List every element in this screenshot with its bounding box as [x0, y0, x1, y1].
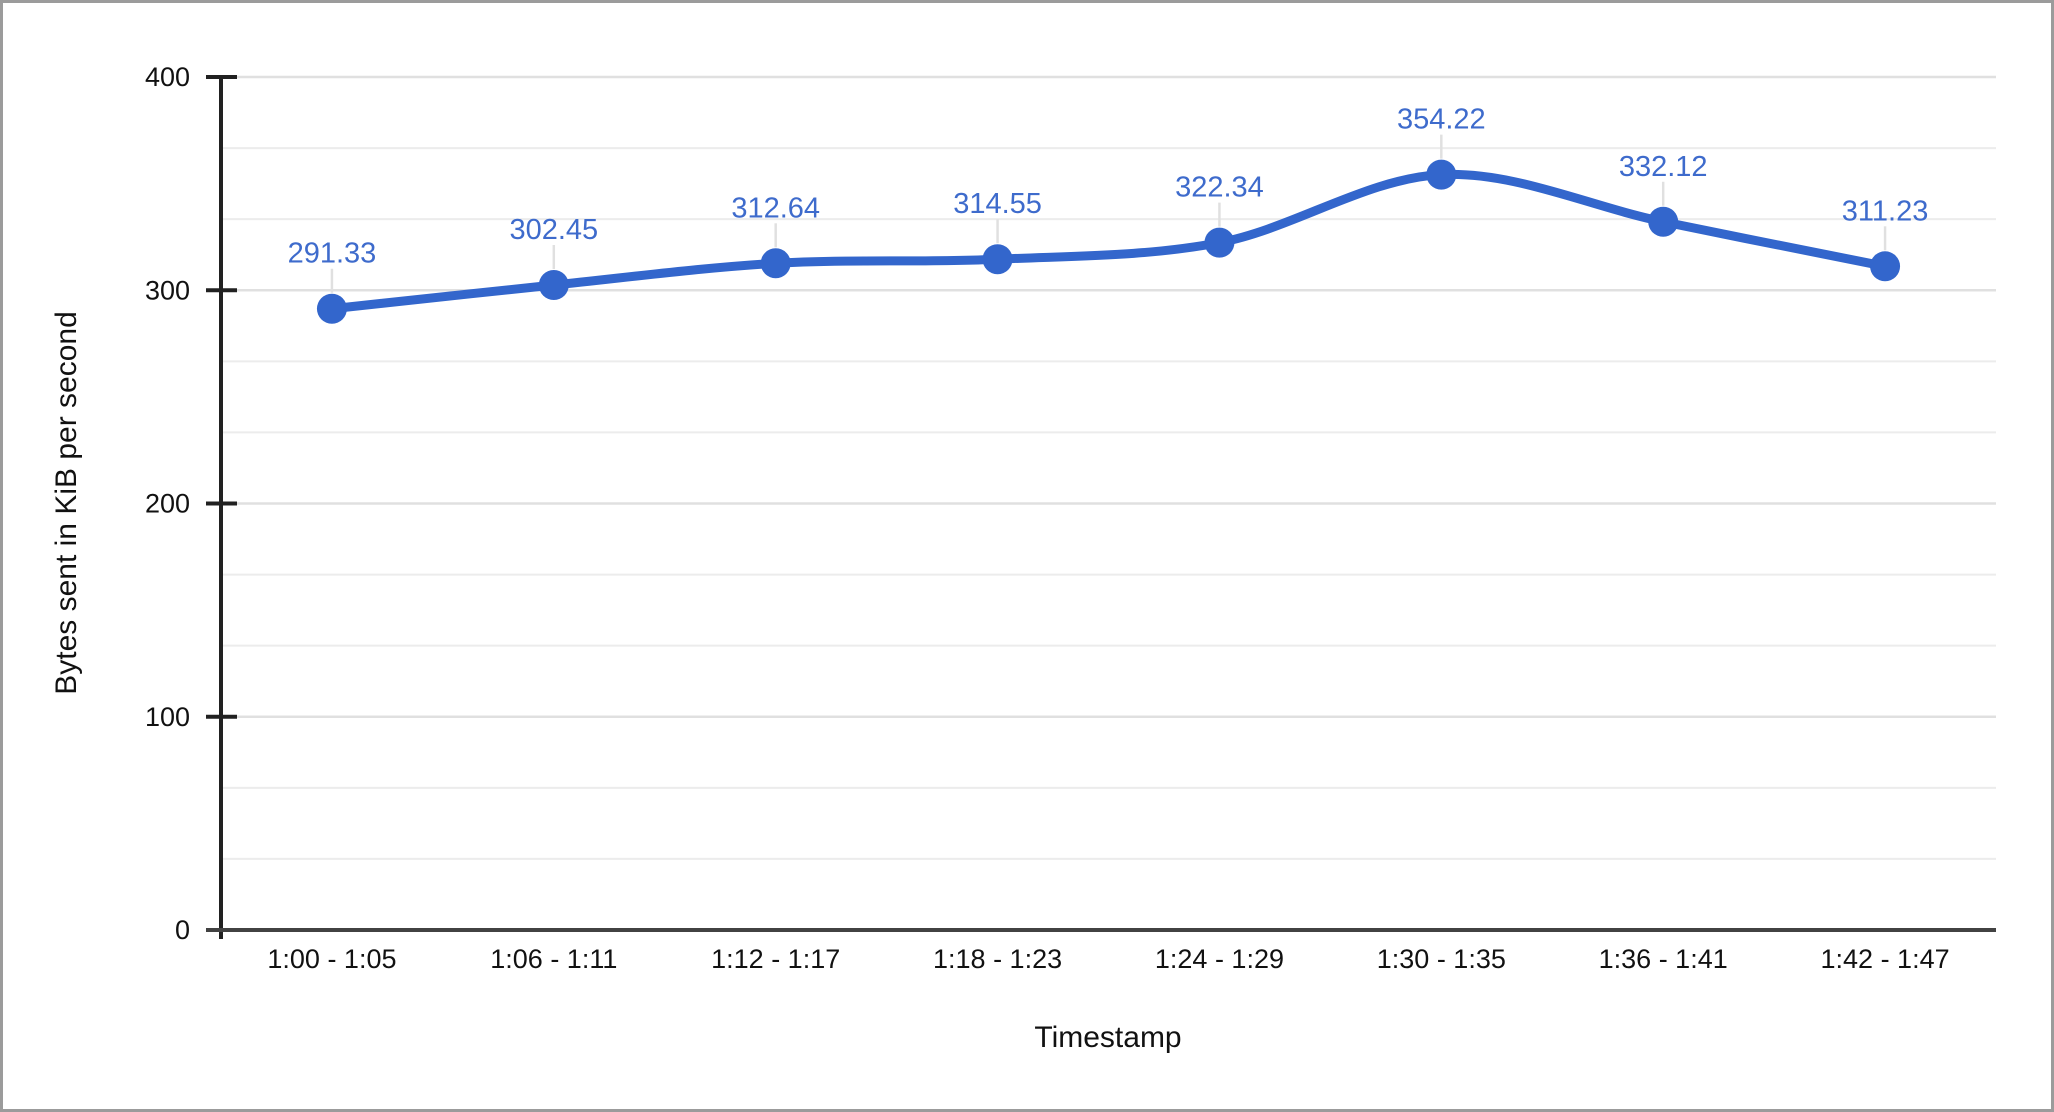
data-point[interactable]: [1204, 227, 1235, 258]
data-point[interactable]: [1426, 159, 1457, 190]
data-point-label: 291.33: [288, 238, 377, 270]
y-tick-label: 0: [175, 915, 190, 945]
data-point[interactable]: [1648, 206, 1679, 237]
x-category-label: 1:06 - 1:11: [490, 944, 617, 974]
line-chart: 0 100 200 300 400 1:00 - 1:05 1:06 - 1:11 1:12 …: [145, 62, 1996, 974]
data-point[interactable]: [1870, 251, 1901, 282]
y-tick-label: 200: [145, 489, 190, 519]
data-point[interactable]: [982, 244, 1013, 275]
data-point[interactable]: [538, 270, 569, 301]
y-tick-label: 100: [145, 702, 190, 732]
data-point[interactable]: [316, 293, 347, 324]
data-point-label: 332.12: [1619, 151, 1708, 183]
x-category-label: 1:24 - 1:29: [1155, 944, 1284, 974]
data-point-label: 312.64: [731, 192, 820, 224]
x-axis-title: Timestamp: [1034, 1021, 1182, 1054]
x-category-label: 1:00 - 1:05: [267, 944, 396, 974]
data-point[interactable]: [760, 248, 791, 279]
data-point-label: 311.23: [1842, 195, 1929, 227]
data-point-label: 354.22: [1397, 104, 1486, 136]
x-category-label: 1:30 - 1:35: [1377, 944, 1506, 974]
x-category-label: 1:12 - 1:17: [711, 944, 840, 974]
y-tick-label: 300: [145, 275, 190, 305]
data-point-label: 302.45: [509, 214, 598, 246]
y-axis-title: Bytes sent in KiB per second: [50, 311, 83, 695]
x-category-label: 1:42 - 1:47: [1821, 944, 1950, 974]
data-point-label: 322.34: [1175, 172, 1264, 204]
x-category-label: 1:36 - 1:41: [1599, 944, 1728, 974]
data-point-label: 314.55: [953, 188, 1042, 220]
y-tick-label: 400: [145, 62, 190, 92]
series-line: [327, 169, 1890, 314]
x-category-label: 1:18 - 1:23: [933, 944, 1062, 974]
